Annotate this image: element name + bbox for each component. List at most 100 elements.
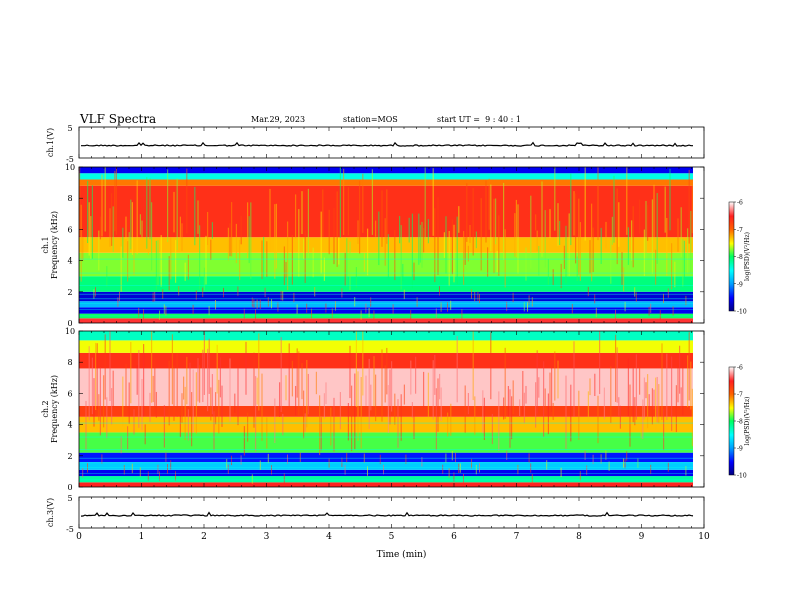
spectrogram-streak — [365, 375, 367, 406]
spectrogram-streak — [437, 197, 439, 275]
spectrogram-streak — [167, 464, 168, 474]
spectrogram-streak — [578, 390, 580, 440]
spectrogram-streak — [120, 436, 122, 454]
spectrogram-streak — [394, 393, 396, 425]
spectrogram-streak — [261, 373, 263, 441]
y-tick-label: 8 — [67, 358, 72, 367]
spectrogram-streak — [523, 392, 525, 424]
spectrogram-1 — [79, 167, 693, 323]
spectrogram-streak — [106, 266, 108, 287]
spectrogram-streak — [503, 397, 505, 420]
spectrogram-streak — [517, 204, 519, 274]
spectrogram-streak — [128, 382, 130, 424]
spectrogram-streak — [515, 199, 517, 258]
y-tick-label: -5 — [66, 525, 74, 534]
spectrogram-streak — [592, 227, 594, 273]
spectrogram-streak — [111, 388, 113, 425]
spectrogram-streak — [619, 405, 621, 429]
spectrogram-streak — [666, 217, 668, 276]
spectrogram-streak — [191, 392, 193, 447]
spectrogram-streak — [234, 393, 236, 413]
spectrogram-streak — [400, 225, 402, 290]
spectrogram-streak — [349, 345, 351, 399]
spectrogram-2 — [79, 331, 693, 487]
spectrogram-streak — [591, 203, 593, 282]
spectrogram-streak — [381, 349, 383, 422]
spectrogram-streak — [208, 338, 210, 394]
spectrogram-streak — [472, 188, 474, 256]
spectrogram-streak — [264, 287, 266, 298]
spectrogram-streak — [458, 206, 460, 233]
spectrogram-streak — [282, 291, 284, 301]
spectrogram-streak — [218, 379, 220, 434]
spectrogram-streak — [514, 213, 516, 257]
spectrogram-streak — [415, 356, 417, 394]
spectrogram-streak — [680, 207, 682, 258]
y-tick-label: -5 — [66, 155, 74, 164]
spectrogram-streak — [487, 247, 489, 277]
spectrogram-streak — [314, 287, 316, 297]
spectrogram-streak — [375, 374, 377, 422]
spectrogram-streak — [155, 391, 157, 418]
spectrogram-streak — [91, 357, 93, 415]
spectrogram-streak — [181, 393, 183, 423]
spectrogram-streak — [304, 413, 306, 432]
spectrogram-streak — [320, 417, 322, 451]
spectrogram-streak — [618, 202, 620, 247]
spectrogram-streak — [512, 292, 514, 303]
spectrogram-streak — [163, 405, 165, 448]
spectrogram-streak — [287, 454, 288, 464]
spectrogram-streak — [616, 347, 618, 403]
x-tick-label: 2 — [201, 532, 207, 542]
spectrogram-streak — [227, 227, 229, 261]
spectrogram-band — [79, 276, 693, 292]
spectrogram-streak — [544, 388, 546, 414]
x-tick-label: 8 — [576, 532, 582, 542]
spectrogram-streak — [656, 376, 658, 423]
spectrogram-streak — [131, 463, 133, 474]
spectrogram-streak — [175, 471, 176, 481]
spectrogram-streak — [661, 343, 663, 420]
spectrogram-streak — [311, 308, 312, 319]
spectrogram-streak — [101, 174, 103, 237]
spectrogram-streak — [474, 396, 476, 435]
spectrogram-streak — [603, 387, 605, 420]
spectrogram-streak — [80, 204, 82, 282]
spectrogram-streak — [373, 356, 375, 407]
spectrogram-band — [79, 405, 693, 417]
spectrogram-streak — [651, 199, 653, 275]
spectrogram-streak — [125, 216, 127, 240]
spectrogram-streak — [184, 262, 186, 281]
spectrogram-streak — [259, 299, 261, 309]
spectrogram-streak — [450, 403, 452, 436]
spectrogram-streak — [143, 309, 144, 319]
spectrogram-streak — [333, 207, 335, 265]
spectrogram-streak — [210, 387, 212, 421]
spectrogram-streak — [123, 465, 125, 475]
spectrogram-streak — [98, 230, 100, 271]
spectrogram-band — [79, 469, 693, 477]
spectrogram-streak — [231, 202, 233, 257]
spectrogram-streak — [359, 180, 361, 254]
spectrogram-streak — [659, 310, 661, 320]
spectrogram-streak — [549, 209, 551, 238]
spectrogram-streak — [432, 360, 434, 420]
y-axis-label: ch.1(V) — [46, 128, 55, 157]
spectrogram-streak — [421, 457, 423, 467]
spectrogram-streak — [565, 225, 567, 284]
spectrogram-streak — [362, 173, 364, 233]
spectrogram-streak — [138, 307, 140, 318]
spectrogram-streak — [227, 464, 229, 474]
y-tick-label: 6 — [67, 389, 72, 398]
spectrogram-streak — [306, 303, 308, 313]
y-tick-label: 4 — [67, 257, 72, 266]
spectrogram-streak — [658, 384, 660, 424]
spectrogram-streak — [435, 388, 437, 451]
spectrogram-streak — [690, 210, 692, 273]
spectrogram-streak — [151, 331, 153, 403]
spectrogram-streak — [285, 375, 287, 401]
spectrogram-streak — [240, 455, 242, 465]
spectrogram-streak — [387, 385, 389, 433]
spectrogram-streak — [87, 180, 89, 244]
spectrogram-band — [79, 252, 693, 277]
